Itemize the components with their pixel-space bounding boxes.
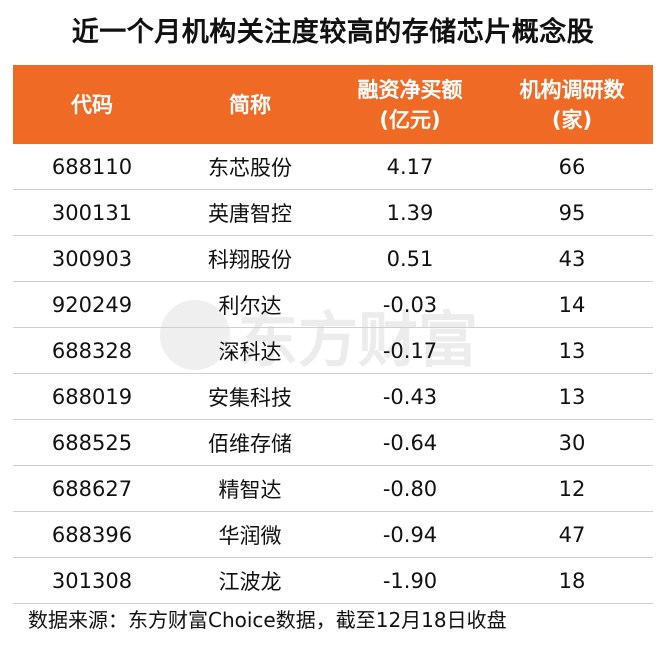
cell-net-buy: -0.43 bbox=[382, 384, 438, 409]
table-row: 300903 科翔股份 0.51 43 bbox=[13, 236, 653, 282]
cell-research: 13 bbox=[558, 384, 586, 409]
table-row: 688525 佰维存储 -0.64 30 bbox=[13, 420, 653, 466]
table-header: 代码 简称 融资净买额 (亿元) 机构调研数 (家) bbox=[13, 65, 653, 144]
cell-research: 18 bbox=[558, 568, 586, 593]
cell-code: 688396 bbox=[51, 522, 133, 547]
cell-name: 利尔达 bbox=[218, 293, 282, 318]
header-research-line2: (家) bbox=[551, 107, 593, 132]
header-net-buy-line2: (亿元) bbox=[379, 107, 441, 132]
table-row: 688328 深科达 -0.17 13 bbox=[13, 328, 653, 374]
cell-code: 300131 bbox=[51, 200, 133, 225]
cell-name: 佰维存储 bbox=[208, 431, 292, 456]
table-row: 920249 利尔达 -0.03 14 bbox=[13, 282, 653, 328]
header-research-line1: 机构调研数 bbox=[519, 77, 625, 102]
cell-net-buy: -1.90 bbox=[382, 568, 438, 593]
watermark: 东方财富 bbox=[160, 290, 520, 380]
data-table: 代码 简称 融资净买额 (亿元) 机构调研数 (家) 688110 东芯股份 4… bbox=[13, 65, 653, 604]
header-research: 机构调研数 (家) bbox=[491, 65, 653, 144]
header-net-buy: 融资净买额 (亿元) bbox=[329, 65, 491, 144]
table-body: 688110 东芯股份 4.17 66 300131 英唐智控 1.39 95 … bbox=[13, 144, 653, 604]
cell-research: 47 bbox=[558, 522, 586, 547]
cell-research: 66 bbox=[558, 154, 586, 179]
cell-name: 华润微 bbox=[218, 523, 282, 548]
cell-code: 688525 bbox=[51, 430, 133, 455]
cell-net-buy: 1.39 bbox=[386, 200, 434, 225]
table-row: 688019 安集科技 -0.43 13 bbox=[13, 374, 653, 420]
cell-code: 688627 bbox=[51, 476, 133, 501]
table-row: 688627 精智达 -0.80 12 bbox=[13, 466, 653, 512]
cell-name: 江波龙 bbox=[218, 569, 282, 594]
cell-research: 30 bbox=[558, 430, 586, 455]
watermark-text: 东方财富 bbox=[238, 305, 478, 376]
cell-net-buy: -0.64 bbox=[382, 430, 438, 455]
table-row: 301308 江波龙 -1.90 18 bbox=[13, 558, 653, 604]
header-code: 代码 bbox=[71, 92, 113, 117]
cell-research: 12 bbox=[558, 476, 586, 501]
cell-net-buy: -0.03 bbox=[382, 292, 438, 317]
table-row: 688396 华润微 -0.94 47 bbox=[13, 512, 653, 558]
watermark-logo-icon bbox=[160, 300, 230, 370]
cell-net-buy: -0.17 bbox=[382, 338, 438, 363]
cell-net-buy: 0.51 bbox=[386, 246, 434, 271]
cell-code: 300903 bbox=[51, 246, 133, 271]
header-net-buy-line1: 融资净买额 bbox=[357, 77, 463, 102]
table-row: 688110 东芯股份 4.17 66 bbox=[13, 144, 653, 190]
cell-name: 安集科技 bbox=[208, 385, 292, 410]
cell-code: 688110 bbox=[51, 154, 133, 179]
cell-net-buy: -0.80 bbox=[382, 476, 438, 501]
cell-code: 920249 bbox=[51, 292, 133, 317]
source-note: 数据来源：东方财富Choice数据，截至12月18日收盘 bbox=[28, 608, 507, 632]
cell-research: 14 bbox=[558, 292, 586, 317]
cell-research: 43 bbox=[558, 246, 586, 271]
cell-net-buy: -0.94 bbox=[382, 522, 438, 547]
cell-name: 英唐智控 bbox=[208, 201, 292, 226]
cell-code: 301308 bbox=[51, 568, 133, 593]
cell-research: 95 bbox=[558, 200, 586, 225]
cell-name: 科翔股份 bbox=[208, 247, 292, 272]
header-name: 简称 bbox=[229, 92, 271, 117]
cell-name: 深科达 bbox=[218, 339, 282, 364]
cell-code: 688328 bbox=[51, 338, 133, 363]
table-row: 300131 英唐智控 1.39 95 bbox=[13, 190, 653, 236]
cell-name: 东芯股份 bbox=[208, 155, 292, 180]
cell-research: 13 bbox=[558, 338, 586, 363]
page-title: 近一个月机构关注度较高的存储芯片概念股 bbox=[71, 17, 595, 48]
cell-code: 688019 bbox=[51, 384, 133, 409]
cell-net-buy: 4.17 bbox=[386, 154, 434, 179]
cell-name: 精智达 bbox=[218, 477, 282, 502]
